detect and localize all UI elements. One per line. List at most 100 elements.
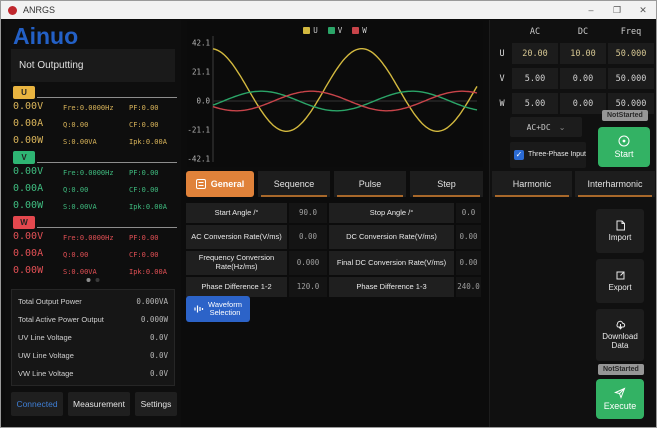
phase-v-badge: V [13,151,35,164]
legend-item-w[interactable]: W [352,26,367,35]
w-crest-factor: CF:0.00 [129,251,159,259]
app-icon [8,5,17,15]
v-crest-factor: CF:0.00 [129,186,159,194]
waveform-plot: 42.1 21.1 0.0 -21.1 -42.1 [187,36,478,164]
u-freq-input[interactable]: 50.000 [608,43,654,64]
w-apparent: S:0.00VA [63,268,97,276]
minimize-button[interactable]: – [588,5,594,15]
w-voltage: 0.00V [13,231,44,242]
tab-underline [261,195,327,197]
row-label-v: V [499,73,505,84]
measurement-panel: Ainuo Not Outputting U 0.00V Fre:0.0000H… [5,20,181,427]
v-current: 0.00A [13,183,44,194]
svg-text:0.0: 0.0 [196,97,210,106]
legend-item-u[interactable]: U [303,26,318,35]
export-button[interactable]: Export [596,259,644,303]
page-dot[interactable] [95,278,100,282]
w-peak-current: Ipk:0.00A [129,268,167,276]
stop-angle-value[interactable]: 0.0 [456,203,481,223]
legend-swatch-v [327,27,335,34]
v-freq-input[interactable]: 50.000 [608,68,654,89]
power-icon [618,135,630,147]
import-button[interactable]: Import [596,209,644,253]
tab-connected[interactable]: Connected [11,392,63,416]
output-settings-panel: AC DC Freq U 20.00 10.00 50.000 V 5.00 0… [489,20,656,427]
freq-conv-value[interactable]: 0.000 [289,251,327,275]
final-dc-conv-value[interactable]: 0.00 [456,251,481,275]
tab-general[interactable]: General [186,171,254,197]
u-ac-input[interactable]: 20.00 [512,43,558,64]
start-button[interactable]: Start [598,127,650,167]
tab-sequence[interactable]: Sequence [258,171,330,197]
vw-line-voltage-row: VW Line Voltage 0.0V [18,369,168,379]
ac-conv-value[interactable]: 0.00 [289,225,327,249]
tab-step[interactable]: Step [410,171,483,197]
v-power-factor: PF:0.00 [129,169,159,177]
phase-diff-13-label: Phase Difference 1-3 [329,277,454,297]
window-title: ANRGS [23,5,56,15]
tab-interharmonic[interactable]: Interharmonic [575,171,655,197]
output-status-text: Not Outputting [19,60,84,71]
u-crest-factor: CF:0.00 [129,121,159,129]
start-angle-value[interactable]: 90.0 [289,203,327,223]
chevron-down-icon: ⌄ [558,122,566,132]
tab-settings[interactable]: Settings [135,392,177,416]
u-power-factor: PF:0.00 [129,104,159,112]
page-dots[interactable] [86,278,100,282]
w-reactive: Q:0.00 [63,251,89,259]
w-freq-input[interactable]: 50.000 [608,93,654,114]
start-angle-label: Start Angle /° [186,203,287,223]
w-power-factor: PF:0.00 [129,234,159,242]
divider [37,227,177,228]
row-label-w: W [499,98,505,109]
tab-pulse[interactable]: Pulse [334,171,406,197]
maximize-button[interactable]: ❐ [612,4,622,15]
phase-block-v: V 0.00V Fre:0.0000Hz PF:0.00 0.00A Q:0.0… [11,151,177,215]
legend-swatch-w [352,27,360,34]
divider [37,97,177,98]
w-ac-input[interactable]: 5.00 [512,93,558,114]
dc-conv-value[interactable]: 0.00 [456,225,481,249]
brand-logo: Ainuo [13,23,79,49]
w-dc-input[interactable]: 0.00 [560,93,606,114]
phase-diff-13-value[interactable]: 240.0 [456,277,481,297]
legend-swatch-u [303,27,311,34]
phase-diff-12-value[interactable]: 120.0 [289,277,327,297]
output-status-box: Not Outputting [11,49,175,82]
waveform-selection-button[interactable]: Waveform Selection [186,296,250,322]
w-power: 0.00W [13,265,44,276]
download-data-button[interactable]: Download Data [596,309,644,361]
general-tab-icon [195,179,206,189]
u-current: 0.00A [13,118,44,129]
u-apparent: S:0.00VA [63,138,97,146]
ac-conv-label: AC Conversion Rate(V/ms) [186,225,287,249]
uw-line-voltage-row: UW Line Voltage 0.0V [18,351,168,361]
u-reactive: Q:0.00 [63,121,89,129]
svg-text:42.1: 42.1 [192,39,210,48]
three-phase-checkbox[interactable]: ✓ Three-Phase Input [510,142,586,168]
tab-measurement[interactable]: Measurement [68,392,130,416]
v-peak-current: Ipk:0.00A [129,203,167,211]
output-mode-select[interactable]: AC+DC ⌄ [510,117,582,137]
legend-item-v[interactable]: V [327,26,342,35]
cloud-download-icon [615,321,625,330]
stop-angle-label: Stop Angle /° [329,203,454,223]
col-header-dc: DC [577,27,589,37]
v-dc-input[interactable]: 0.00 [560,68,606,89]
v-ac-input[interactable]: 5.00 [512,68,558,89]
checkbox-check-icon: ✓ [514,150,524,160]
tab-underline [495,195,569,197]
export-icon [616,271,624,280]
u-dc-input[interactable]: 10.00 [560,43,606,64]
tab-underline [413,195,480,197]
page-dot-active[interactable] [86,278,91,282]
close-button[interactable]: ✕ [639,4,647,15]
execute-button[interactable]: Execute [596,379,644,419]
v-frequency: Fre:0.0000Hz [63,169,114,177]
divider [37,162,177,163]
param-row-frequency: Frequency Conversion Rate(Hz/ms) 0.000 F… [186,251,483,275]
tab-harmonic[interactable]: Harmonic [492,171,572,197]
w-frequency: Fre:0.0000Hz [63,234,114,242]
phase-block-u: U 0.00V Fre:0.0000Hz PF:0.00 0.00A Q:0.0… [11,86,177,150]
execute-status-badge: NotStarted [598,364,644,375]
